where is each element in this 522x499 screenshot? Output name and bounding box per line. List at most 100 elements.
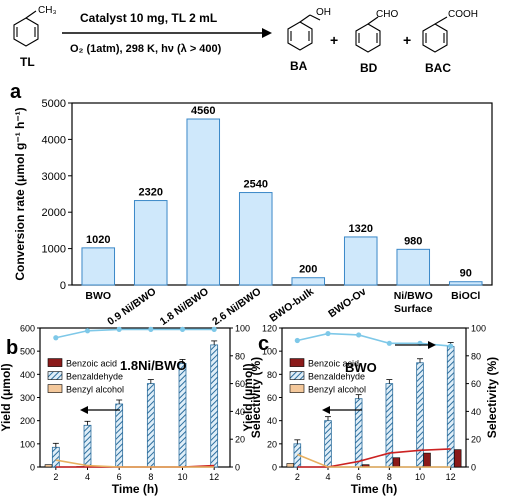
benzaldehyde-selectivity-line xyxy=(297,332,451,347)
x-tick-label: BWO-Ov xyxy=(326,286,368,321)
y-tick-label: 4000 xyxy=(42,134,66,146)
y2-tick-label: 100 xyxy=(471,324,486,334)
y2-tick-label: 0 xyxy=(471,463,476,473)
toluene-structure-icon xyxy=(13,10,39,47)
conditions-bottom: O₂ (1atm), 298 K, hν (λ > 400) xyxy=(70,43,222,55)
y-tick-label: 80 xyxy=(267,370,277,380)
legend-label: Benzoic acid xyxy=(308,359,359,369)
legend-label: Benzyl alcohol xyxy=(308,385,366,395)
y-tick-label: 300 xyxy=(20,393,35,403)
y-tick-label: 100 xyxy=(20,439,35,449)
arrow-head-icon xyxy=(428,341,436,349)
x-tick-label: 8 xyxy=(148,472,153,482)
benzaldehyde-bar xyxy=(416,362,424,468)
benzaldehyde-bar xyxy=(51,446,60,468)
y-tick-label: 20 xyxy=(267,439,277,449)
benzaldehyde-bar xyxy=(146,383,155,468)
y2-tick-label: 60 xyxy=(235,379,245,389)
methyl-group-label: CH₃ xyxy=(38,5,57,16)
legend-swatch xyxy=(47,358,63,367)
y-tick-label: 0 xyxy=(30,463,35,473)
y-tick-label: 40 xyxy=(267,416,277,426)
bar xyxy=(343,236,378,286)
x-tick-label: Ni/BWO xyxy=(394,290,433,302)
benzoic-acid-bar xyxy=(392,457,401,468)
x-tick-label: 6 xyxy=(356,472,361,482)
x-tick-label: Surface xyxy=(394,303,433,315)
plot-frame xyxy=(71,102,493,286)
ba-group-label: OH xyxy=(316,7,331,18)
bac-group-label: COOH xyxy=(448,9,478,20)
y2-tick-label: 80 xyxy=(471,351,481,361)
benzaldehyde-bar xyxy=(210,344,219,468)
y-tick-label: 3000 xyxy=(42,171,66,183)
legend-swatch xyxy=(289,384,305,393)
legend-swatch xyxy=(289,371,305,380)
bar xyxy=(291,277,326,286)
bar-value-label: 90 xyxy=(460,268,472,280)
y2-tick-label: 100 xyxy=(235,324,250,334)
bar xyxy=(396,248,431,286)
benzaldehyde-structure-icon xyxy=(355,16,381,53)
bar-value-label: 1320 xyxy=(349,223,373,235)
x-tick-label: 1.8 Ni/BWO xyxy=(158,286,211,328)
legend-swatch xyxy=(47,371,63,380)
y2-tick-label: 40 xyxy=(471,407,481,417)
plus-sign-2: + xyxy=(403,32,411,48)
panel-label-a: a xyxy=(10,81,22,103)
y2-axis-label: Selectivity (%) xyxy=(249,357,263,438)
x-tick-label: 6 xyxy=(117,472,122,482)
benzaldehyde-selectivity-point xyxy=(325,330,331,337)
benzaldehyde-selectivity-point xyxy=(386,340,392,346)
benzyl-alcohol-selectivity-line xyxy=(297,453,451,468)
x-tick-label: BWO xyxy=(85,290,111,302)
product-bac-label: BAC xyxy=(425,61,451,75)
benzaldehyde-selectivity-point xyxy=(356,332,362,338)
benzaldehyde-bar xyxy=(354,398,363,468)
y-axis-label: Conversion rate (μmol g⁻¹ h⁻¹) xyxy=(13,107,27,280)
benzyl-alcohol-bar xyxy=(286,463,294,468)
arrow-head-icon xyxy=(80,406,88,414)
y-axis-label: Yield (μmol) xyxy=(241,363,255,431)
legend-swatch xyxy=(47,384,63,393)
y-tick-label: 100 xyxy=(262,347,277,357)
bar-value-label: 2540 xyxy=(244,179,268,191)
legend-swatch xyxy=(289,358,305,367)
product-bd-label: BD xyxy=(360,61,378,75)
bar xyxy=(448,281,483,286)
x-axis-label: Time (h) xyxy=(351,482,397,496)
x-tick-label: 2 xyxy=(295,472,300,482)
y-tick-label: 0 xyxy=(272,463,277,473)
benzaldehyde-selectivity-point xyxy=(116,326,122,332)
benzoic-acid-bar xyxy=(423,452,431,468)
benzyl-alcohol-structure-icon xyxy=(287,14,321,51)
y-tick-label: 400 xyxy=(20,370,35,380)
reactant-label: TL xyxy=(20,55,35,69)
legend-label: Benzaldehyde xyxy=(66,372,123,382)
x-tick-label: 10 xyxy=(415,472,425,482)
y2-tick-label: 40 xyxy=(235,407,245,417)
benzoic-acid-structure-icon xyxy=(422,16,448,53)
legend-label: Benzoic acid xyxy=(66,359,117,369)
arrow-head-icon xyxy=(262,28,272,38)
y-axis-label: Yield (μmol) xyxy=(0,363,13,431)
panel-label-c: c xyxy=(258,333,269,355)
benzaldehyde-bar xyxy=(115,403,124,468)
benzaldehyde-bar xyxy=(83,424,92,468)
panel-title: 1.8Ni/BWO xyxy=(120,358,186,373)
benzoic-acid-bar xyxy=(454,449,462,468)
plot-frame xyxy=(39,327,231,468)
benzaldehyde-selectivity-point xyxy=(179,326,186,332)
x-tick-label: BiOCl xyxy=(451,290,480,302)
bar-value-label: 200 xyxy=(299,264,317,276)
plus-sign-1: + xyxy=(330,32,338,48)
panel-label-b: b xyxy=(6,337,18,359)
y2-tick-label: 20 xyxy=(471,435,481,445)
legend-label: Benzaldehyde xyxy=(308,372,365,382)
plot-frame xyxy=(281,327,467,468)
y2-tick-label: 60 xyxy=(471,379,481,389)
y-tick-label: 0 xyxy=(60,280,66,292)
y2-tick-label: 20 xyxy=(235,435,245,445)
bar xyxy=(133,200,168,286)
